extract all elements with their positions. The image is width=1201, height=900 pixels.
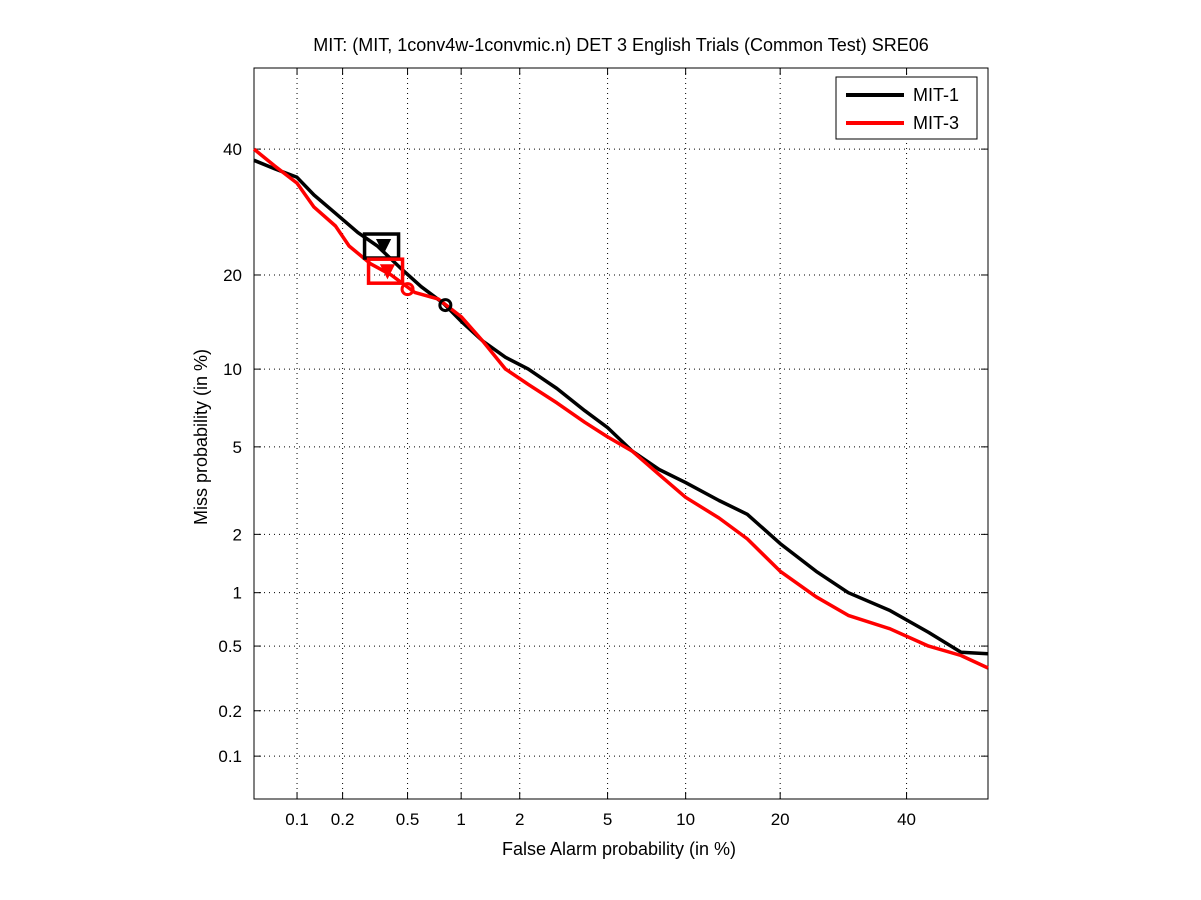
y-tick-label: 0.5	[218, 637, 242, 656]
x-tick-label: 40	[897, 810, 916, 829]
series-group	[252, 147, 989, 670]
x-tick-label: 0.1	[285, 810, 309, 829]
axis-ticks	[254, 68, 988, 799]
chart-title: MIT: (MIT, 1conv4w-1convmic.n) DET 3 Eng…	[313, 35, 929, 55]
y-tick-labels: 0.1 0.2 0.5 1 2 5 10 20 40	[218, 140, 242, 766]
x-tick-label: 0.2	[331, 810, 355, 829]
y-tick-label: 40	[223, 140, 242, 159]
marker-circle-mit-3	[400, 282, 415, 297]
marker-circle-mit-1	[438, 298, 453, 313]
y-tick-label: 5	[233, 438, 242, 457]
x-tick-label: 0.5	[396, 810, 420, 829]
marker-square-mit-3	[366, 257, 405, 285]
legend-box	[835, 76, 978, 140]
grid	[254, 68, 988, 799]
marker-triangle-mit-1	[375, 239, 392, 255]
marker-triangle-mit-3	[379, 264, 396, 280]
y-tick-label: 0.2	[218, 702, 242, 721]
x-tick-label: 1	[456, 810, 465, 829]
plot-area-frame	[253, 67, 989, 800]
markers-group	[362, 232, 453, 313]
series-line-mit-3	[252, 147, 989, 670]
x-tick-label: 10	[676, 810, 695, 829]
legend-label-mit-1: MIT-1	[913, 85, 959, 105]
legend: MIT-1 MIT-3	[835, 76, 978, 140]
y-tick-label: 0.1	[218, 747, 242, 766]
x-tick-label: 5	[603, 810, 612, 829]
x-tick-labels: 0.1 0.2 0.5 1 2 5 10 20 40	[285, 810, 916, 829]
y-tick-label: 2	[233, 525, 242, 544]
x-tick-label: 2	[515, 810, 524, 829]
x-tick-label: 20	[771, 810, 790, 829]
x-axis-label: False Alarm probability (in %)	[502, 839, 736, 859]
y-tick-label: 20	[223, 266, 242, 285]
y-axis-label: Miss probability (in %)	[191, 349, 211, 525]
series-line-mit-1	[253, 158, 989, 656]
y-tick-label: 10	[223, 360, 242, 379]
y-tick-label: 1	[233, 584, 242, 603]
legend-label-mit-3: MIT-3	[913, 113, 959, 133]
